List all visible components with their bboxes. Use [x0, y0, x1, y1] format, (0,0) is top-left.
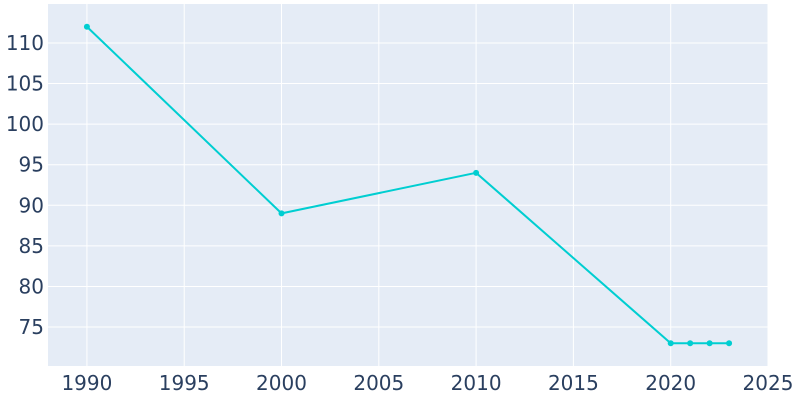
- x-tick-label: 2020: [645, 371, 696, 395]
- x-tick-label: 1990: [61, 371, 112, 395]
- y-axis-ticks: 75 80 85 90 95 100 105 110: [6, 31, 44, 339]
- data-point: [667, 340, 674, 347]
- y-tick-label: 100: [6, 112, 44, 136]
- series-group: [83, 23, 733, 347]
- x-tick-label: 2005: [353, 371, 404, 395]
- x-tick-label: 1995: [159, 371, 210, 395]
- data-point: [278, 210, 285, 217]
- y-tick-label: 75: [19, 315, 44, 339]
- y-tick-label: 90: [19, 193, 44, 217]
- x-tick-label: 2015: [548, 371, 599, 395]
- x-tick-label: 2010: [451, 371, 502, 395]
- data-point: [83, 23, 90, 30]
- plot-background: [48, 4, 768, 366]
- x-axis-ticks: 1990 1995 2000 2005 2010 2015 2020 2025: [61, 371, 793, 395]
- y-tick-label: 105: [6, 72, 44, 96]
- grid-lines: [48, 4, 769, 366]
- y-tick-label: 95: [19, 153, 44, 177]
- x-tick-label: 2025: [743, 371, 794, 395]
- x-tick-label: 2000: [256, 371, 307, 395]
- data-point: [726, 340, 733, 347]
- y-tick-label: 85: [19, 234, 44, 258]
- y-tick-label: 80: [19, 274, 44, 298]
- data-point: [706, 340, 713, 347]
- data-point: [687, 340, 694, 347]
- y-tick-label: 110: [6, 31, 44, 55]
- data-point: [473, 169, 480, 176]
